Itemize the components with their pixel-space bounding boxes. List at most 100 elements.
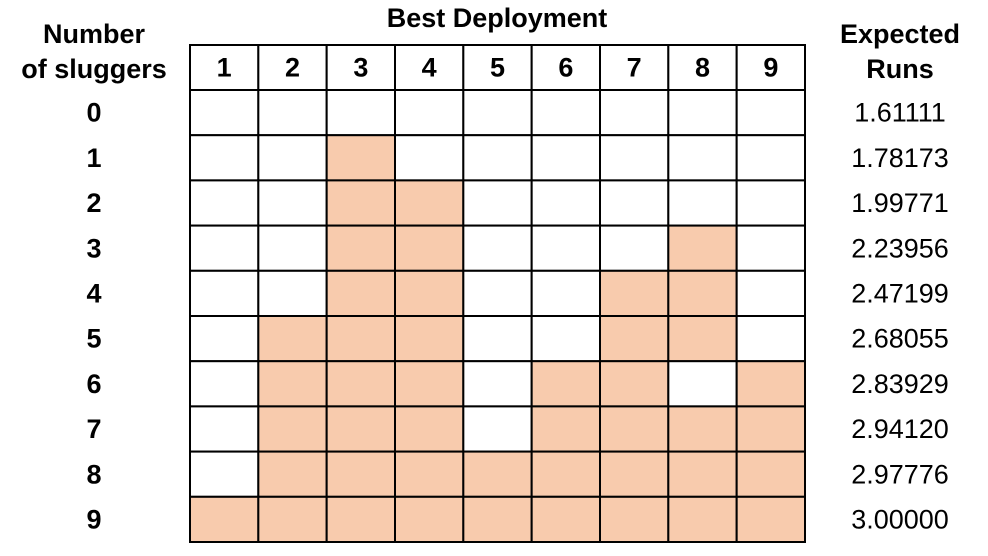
cell (667, 315, 738, 363)
table-title: Best Deployment (387, 3, 608, 33)
cell (667, 405, 738, 453)
cell (599, 315, 670, 363)
cell (462, 224, 533, 272)
cell (735, 179, 807, 227)
row-label: 2 (86, 188, 101, 218)
row-label: 7 (86, 414, 101, 444)
cell (257, 495, 328, 543)
cell (599, 134, 670, 182)
cell (257, 134, 328, 182)
column-label: 9 (763, 53, 778, 83)
column-label: 1 (217, 53, 232, 83)
cell (325, 89, 396, 137)
cell (325, 405, 396, 453)
cell (325, 179, 396, 227)
cell (735, 405, 807, 453)
expected-runs: 2.47199 (851, 279, 949, 309)
cell (599, 269, 670, 317)
cell (257, 360, 328, 408)
cell (735, 89, 807, 137)
cell (257, 179, 328, 227)
cell (394, 224, 465, 272)
cell (462, 315, 533, 363)
column-label: 8 (695, 53, 710, 83)
cell (599, 495, 670, 543)
cell (599, 360, 670, 408)
header-cell (189, 44, 260, 91)
cell (394, 179, 465, 227)
column-label: 3 (353, 53, 368, 83)
cell (189, 315, 260, 363)
cell (257, 315, 328, 363)
cell (599, 179, 670, 227)
cell (394, 89, 465, 137)
cell (257, 89, 328, 137)
row-label: 0 (86, 98, 101, 128)
cell (462, 360, 533, 408)
cell (599, 450, 670, 498)
value-header: Expected (840, 19, 960, 49)
expected-runs: 3.00000 (851, 505, 949, 535)
cell (735, 495, 807, 543)
expected-runs: 2.94120 (851, 414, 949, 444)
expected-runs: 1.99771 (851, 188, 949, 218)
cell (735, 315, 807, 363)
cell (667, 224, 738, 272)
cell (189, 360, 260, 408)
header-cell (667, 44, 738, 91)
cell (462, 405, 533, 453)
row-header: of sluggers (21, 54, 167, 84)
column-label: 4 (422, 53, 437, 83)
cell (257, 450, 328, 498)
cell (530, 315, 602, 363)
cell (189, 224, 260, 272)
header-cell (530, 44, 602, 91)
cell (325, 450, 396, 498)
cell (462, 134, 533, 182)
cell (530, 450, 602, 498)
row-label: 3 (86, 233, 101, 263)
cell (394, 405, 465, 453)
cell (667, 495, 738, 543)
cell (189, 450, 260, 498)
cell (735, 450, 807, 498)
cell (325, 495, 396, 543)
cell (667, 360, 738, 408)
expected-runs: 2.97776 (851, 459, 949, 489)
cell (667, 450, 738, 498)
cell (735, 134, 807, 182)
cell (189, 89, 260, 137)
cell (530, 179, 602, 227)
cell (394, 495, 465, 543)
column-label: 7 (627, 53, 642, 83)
cell (394, 360, 465, 408)
cell (462, 495, 533, 543)
cell (530, 360, 602, 408)
cell (394, 315, 465, 363)
cell (189, 134, 260, 182)
row-label: 4 (86, 279, 101, 309)
column-label: 2 (285, 53, 300, 83)
row-label: 9 (86, 505, 101, 535)
cell (462, 450, 533, 498)
column-label: 6 (558, 53, 573, 83)
expected-runs: 2.23956 (851, 233, 949, 263)
cell (189, 269, 260, 317)
cell (394, 450, 465, 498)
cell (257, 269, 328, 317)
expected-runs: 2.68055 (851, 324, 949, 354)
column-label: 5 (490, 53, 505, 83)
cell (530, 495, 602, 543)
cell (599, 405, 670, 453)
cell (599, 89, 670, 137)
cell (735, 360, 807, 408)
cell (530, 269, 602, 317)
expected-runs: 2.83929 (851, 369, 949, 399)
cell (735, 269, 807, 317)
row-header: Number (43, 19, 146, 49)
cell (325, 315, 396, 363)
cell (257, 405, 328, 453)
cell (394, 134, 465, 182)
cell (530, 89, 602, 137)
